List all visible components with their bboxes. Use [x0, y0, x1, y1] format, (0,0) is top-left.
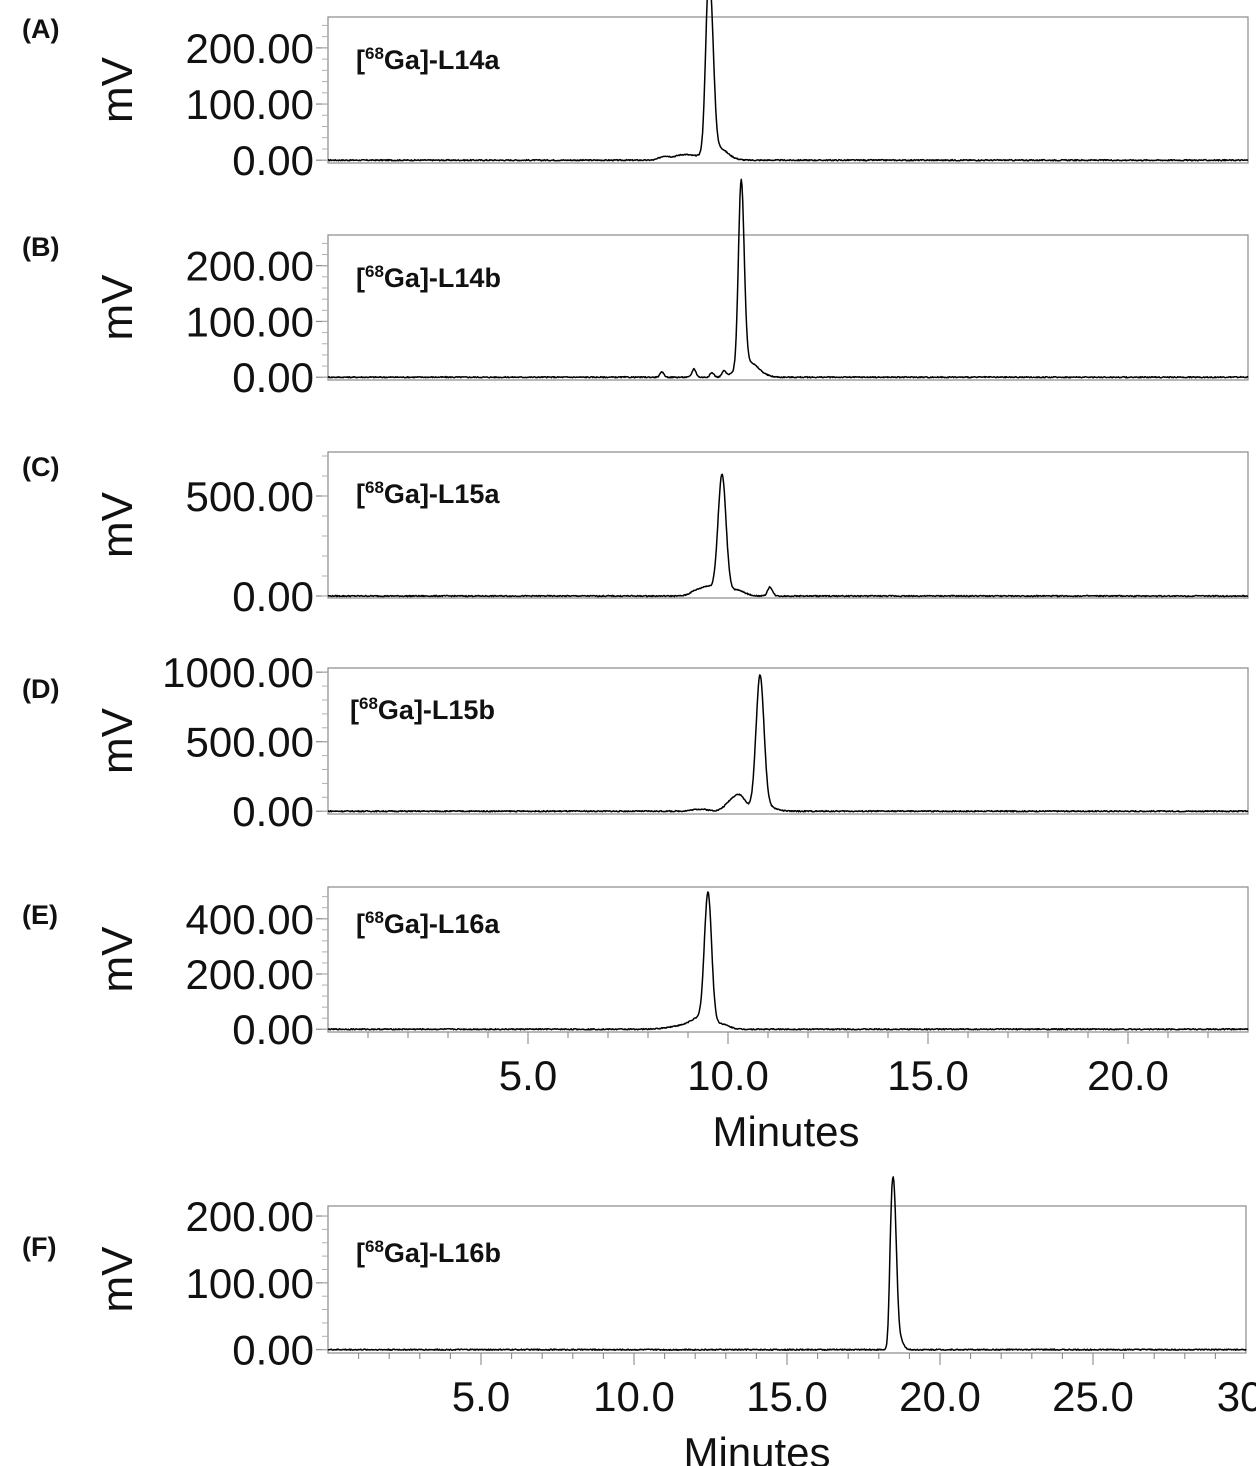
compound-bracket: [: [356, 1238, 365, 1268]
panel-label: (B): [22, 232, 59, 262]
y-tick-label: 200.00: [186, 25, 314, 72]
y-tick-label: 200.00: [186, 951, 314, 998]
x-axis-label: Minutes: [683, 1429, 830, 1466]
compound-isotope: 68: [365, 908, 384, 927]
chromatogram-panel: (B) [68Ga]-L14b mV 200.00 100.00 0.00: [22, 178, 1249, 401]
x-tick-label: 20.0: [1087, 1052, 1169, 1099]
compound-label: [68Ga]-L14b: [356, 262, 501, 293]
chromatogram-panel: (A) [68Ga]-L14a mV 200.00 100.00 0.00: [22, 0, 1249, 184]
x-tick-label: 10.0: [687, 1052, 769, 1099]
plot-frame: [327, 451, 1249, 599]
compound-bracket: [: [356, 45, 365, 75]
y-axis-label: mV: [93, 707, 142, 774]
chromatogram-panel: (C) [68Ga]-L15a mV 500.00 0.00: [22, 451, 1249, 620]
compound-bracket: [: [356, 263, 365, 293]
plot-frame: [327, 234, 1249, 381]
y-axis-label: mV: [93, 56, 142, 123]
chromatogram-trace: [327, 473, 1249, 598]
y-tick-label: 200.00: [186, 1193, 314, 1240]
plot-frame: [327, 667, 1249, 815]
y-tick-label: 0.00: [232, 354, 314, 401]
compound-label: [68Ga]-L15b: [350, 694, 495, 725]
y-axis-label: mV: [93, 274, 142, 341]
chromatogram-panel: (D) [68Ga]-L15b mV 1000.00 500.00 0.00: [22, 649, 1249, 835]
compound-bracket: [: [356, 479, 365, 509]
y-tick-label: 400.00: [186, 896, 314, 943]
chromatogram-trace: [327, 674, 1249, 813]
x-tick-label: 25.0: [1052, 1373, 1134, 1420]
compound-name: Ga]-L15b: [378, 695, 495, 725]
plot-frame: [327, 1205, 1247, 1354]
compound-isotope: 68: [359, 694, 378, 713]
y-tick-label: 500.00: [186, 473, 314, 520]
compound-label: [68Ga]-L15a: [356, 478, 500, 509]
y-tick-label: 0.00: [232, 1006, 314, 1053]
y-tick-label: 100.00: [186, 81, 314, 128]
compound-name: Ga]-L16b: [384, 1238, 501, 1268]
compound-isotope: 68: [365, 262, 384, 281]
y-tick-label: 0.00: [232, 573, 314, 620]
y-axis-label: mV: [93, 491, 142, 558]
compound-label: [68Ga]-L16b: [356, 1237, 501, 1268]
chromatogram-trace: [327, 0, 1249, 162]
y-axis-label: mV: [93, 1246, 142, 1313]
y-tick-label: 100.00: [186, 298, 314, 345]
panel-label: (D): [22, 674, 59, 704]
y-axis-label: mV: [93, 926, 142, 993]
chromatogram-panel: (E) [68Ga]-L16a mV 400.00 200.00 0.00 5.0 10.0 1…: [22, 886, 1249, 1155]
x-tick-label: 10.0: [593, 1373, 675, 1420]
x-tick-label: 15.0: [746, 1373, 828, 1420]
compound-name: Ga]-L14a: [384, 45, 501, 75]
y-tick-label: 1000.00: [162, 649, 314, 696]
x-axis-label: Minutes: [712, 1108, 859, 1155]
x-tick-label: 20.0: [899, 1373, 981, 1420]
y-tick-label: 0.00: [232, 788, 314, 835]
compound-name: Ga]-L15a: [384, 479, 501, 509]
y-tick-label: 500.00: [186, 719, 314, 766]
plot-frame: [327, 16, 1249, 164]
compound-label: [68Ga]-L14a: [356, 44, 500, 75]
chromatogram-panel: (F) [68Ga]-L16b mV 200.00 100.00 0.00 5.0 10.0 1…: [22, 1176, 1256, 1466]
y-tick-label: 0.00: [232, 1327, 314, 1374]
chromatogram-trace: [327, 1176, 1247, 1351]
y-tick-label: 100.00: [186, 1260, 314, 1307]
plot-frame: [327, 886, 1249, 1033]
y-tick-label: 0.00: [232, 137, 314, 184]
x-tick-label: 5.0: [452, 1373, 510, 1420]
compound-name: Ga]-L16a: [384, 909, 501, 939]
y-tick-label: 200.00: [186, 243, 314, 290]
chromatogram-trace: [327, 891, 1249, 1031]
x-tick-label: 30.: [1217, 1373, 1256, 1420]
x-tick-label: 5.0: [499, 1052, 557, 1099]
compound-isotope: 68: [365, 1237, 384, 1256]
compound-isotope: 68: [365, 478, 384, 497]
compound-isotope: 68: [365, 44, 384, 63]
panel-label: (C): [22, 452, 59, 482]
panel-label: (F): [22, 1232, 56, 1262]
compound-name: Ga]-L14b: [384, 263, 501, 293]
panel-label: (E): [22, 900, 58, 930]
compound-bracket: [: [350, 695, 359, 725]
x-tick-label: 15.0: [887, 1052, 969, 1099]
panel-label: (A): [22, 14, 59, 44]
compound-bracket: [: [356, 909, 365, 939]
compound-label: [68Ga]-L16a: [356, 908, 500, 939]
chromatogram-trace: [327, 178, 1249, 379]
